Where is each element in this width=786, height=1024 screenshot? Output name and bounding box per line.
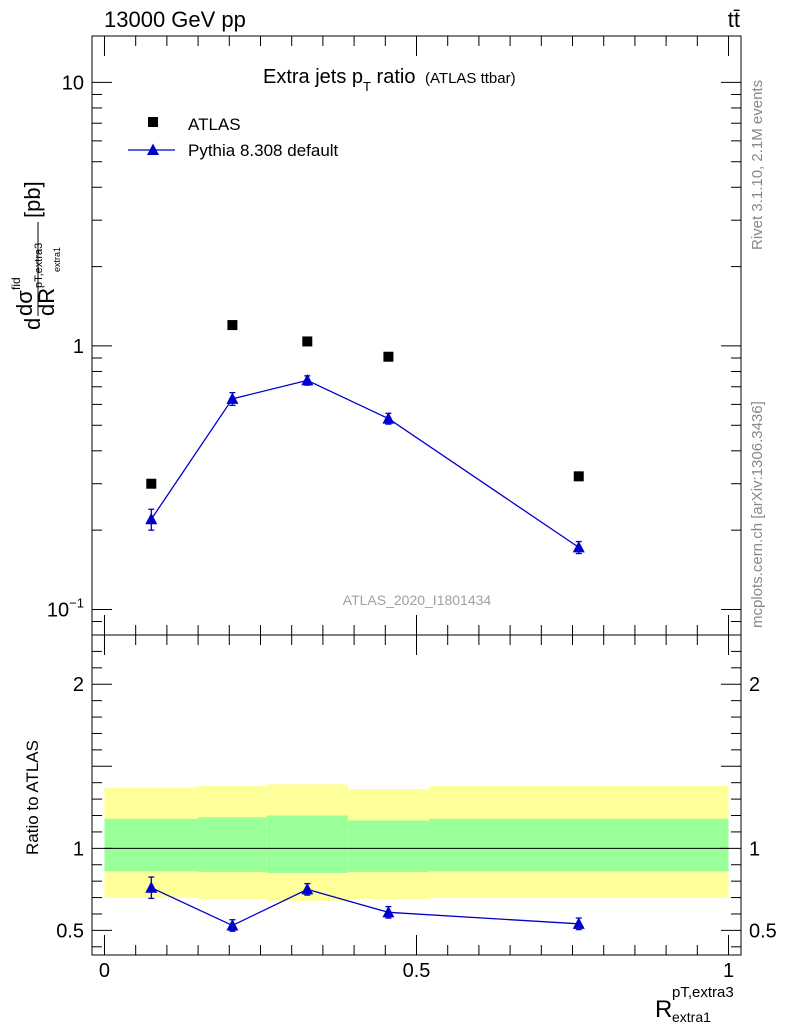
ratio-data-point [145,881,158,893]
ratio-data-point [382,905,395,918]
pythia-data-point [226,392,239,404]
legend-atlas-marker [148,117,158,127]
ratio-y-tick-label-left: 2 [73,674,84,696]
main-y-tick-label: 1 [73,336,84,358]
chart-title-sub: T [363,79,371,94]
ratio-band-green [104,818,199,872]
legend: ATLAS Pythia 8.308 default [128,115,339,160]
atlas-data-point [573,471,584,482]
ratio-data-point [226,918,239,931]
legend-atlas-label: ATLAS [188,115,241,134]
xlabel-sup: pT,extra3 [672,984,734,1001]
pythia-data-point [301,373,314,386]
process-label: tt̄ [728,7,740,32]
ylabel-sigma: dσ [12,290,37,316]
x-tick-label: 0.5 [403,960,431,982]
ratio-band-green [428,818,729,872]
ylabel-unit: [pb] [20,181,45,218]
chart-title-main: Extra jets p [263,66,363,88]
pythia-series-line [150,379,580,548]
ylabel-R-sub: extra1 [52,247,62,272]
ratio-bands [104,784,729,901]
energy-label: 13000 GeV pp [104,7,246,32]
chart-title-paren: (ATLAS ttbar) [425,70,516,87]
main-axis-ticks: 10 1 10−1 [47,36,741,636]
main-y-axis-label: d dσ fid pT,extra3 dR extra1 [pb] [9,181,62,330]
legend-pythia-label: Pythia 8.308 default [188,141,339,160]
atlas-data-point [227,320,238,331]
ylabel-R: dR [34,288,59,316]
pythia-data-point [382,412,395,424]
legend-pythia-marker [147,143,159,155]
ratio-data-point [572,917,585,929]
rivet-version-label: Rivet 3.1.10, 2.1M events [749,80,766,250]
ratio-band-green [266,815,348,873]
ylabel-d: d [20,318,45,330]
atlas-data-point [383,351,394,362]
ratio-y-tick-label-right: 2 [749,674,760,696]
atlas-data-point [146,478,157,489]
analysis-watermark: ATLAS_2020_I1801434 [343,592,492,608]
pythia-data-point [145,512,158,525]
x-axis-label: R pT,extra3 extra1 [655,984,734,1024]
main-data-marks [145,320,585,555]
ylabel-fid: fid [9,277,23,290]
xlabel-sub: extra1 [672,1009,711,1024]
x-tick-label: 0 [99,960,110,982]
ratio-y-tick-label-left: 1 [73,838,84,860]
xlabel-R: R [655,996,672,1023]
ratio-y-axis-label: Ratio to ATLAS [23,740,42,855]
ratio-y-tick-label-left: 0.5 [56,920,84,942]
chart-title: Extra jets pT ratio (ATLAS ttbar) [263,66,516,94]
ratio-y-tick-label-right: 1 [749,838,760,860]
chart-title-tail: ratio [371,66,415,88]
ylabel-inner-sub: pT,extra3 [33,243,45,288]
pythia-data-point [572,540,585,553]
ratio-data-marks [145,876,585,932]
x-tick-label: 1 [723,960,734,982]
ratio-band-green [198,817,267,873]
ratio-axis-ticks: 2 2 1 1 0.5 0.5 0 0.5 1 [56,635,777,982]
ratio-y-tick-label-right: 0.5 [749,920,777,942]
ratio-data-point [301,882,314,895]
ratio-band-green [347,820,429,873]
mcplots-source-label: mcplots.cern.ch [arXiv:1306.3436] [749,401,766,628]
main-y-tick-label: 10 [62,72,84,94]
main-y-tick-label: 10−1 [47,595,84,621]
atlas-data-point [302,336,313,347]
